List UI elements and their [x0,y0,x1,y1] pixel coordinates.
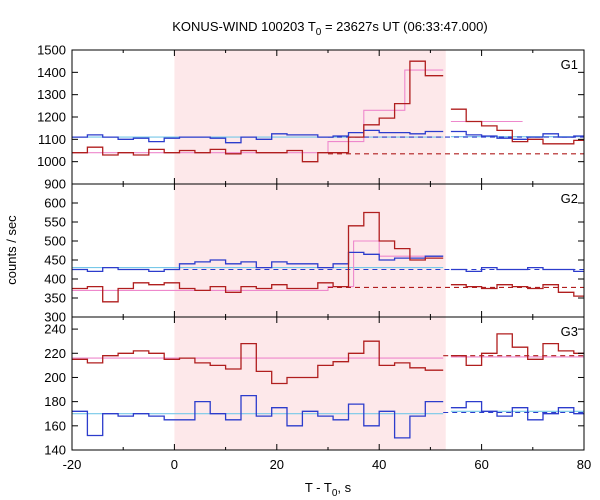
series-red-histogram-post [450,284,584,297]
series-blue-histogram-post [450,266,584,273]
y-tick-label: 600 [44,196,66,211]
y-tick-label: 500 [44,234,66,249]
y-tick-label: 180 [44,394,66,409]
series-blue-histogram [72,129,444,144]
series-blue-histogram-post [450,130,584,140]
y-tick-label: 1500 [37,43,66,58]
x-tick-label: -20 [63,457,82,472]
y-tick-label: 450 [44,253,66,268]
series-red-histogram [72,340,444,385]
y-tick-label: 1300 [37,87,66,102]
y-tick-label: 1000 [37,154,66,169]
series-red-histogram-post [450,108,584,145]
y-tick-label: 240 [44,322,66,337]
highlight-interval [174,317,446,450]
x-tick-label: 60 [474,457,488,472]
series-blue-histogram [72,394,444,439]
y-tick-label: 200 [44,370,66,385]
series-blue-histogram-post [450,400,584,421]
chart-title: KONUS-WIND 100203 T0 = 23627s UT (06:33:… [172,19,487,38]
panel-label: G2 [561,191,578,206]
y-tick-label: 160 [44,418,66,433]
y-tick-label: 400 [44,272,66,287]
x-axis-title: T - T0, s [305,480,352,499]
y-tick-label: 220 [44,346,66,361]
y-tick-label: 300 [44,310,66,325]
y-tick-label: 550 [44,215,66,230]
series-red-histogram-post [450,333,584,367]
y-tick-label: 350 [44,291,66,306]
x-tick-label: 40 [372,457,386,472]
y-tick-label: 140 [44,443,66,458]
y-tick-label: 1400 [37,65,66,80]
y-tick-label: 1100 [38,132,66,147]
panel-label: G3 [561,324,578,339]
x-tick-label: 80 [577,457,591,472]
series-red-histogram [72,211,444,303]
panel-label: G1 [561,57,578,72]
series-blue-histogram [72,251,444,273]
y-axis-title: counts / sec [4,215,19,285]
y-tick-label: 1200 [37,110,66,125]
x-tick-label: 0 [171,457,178,472]
y-tick-label: 900 [44,177,66,192]
highlight-interval [174,184,446,317]
x-tick-label: 20 [270,457,284,472]
series-red-histogram [72,60,444,163]
